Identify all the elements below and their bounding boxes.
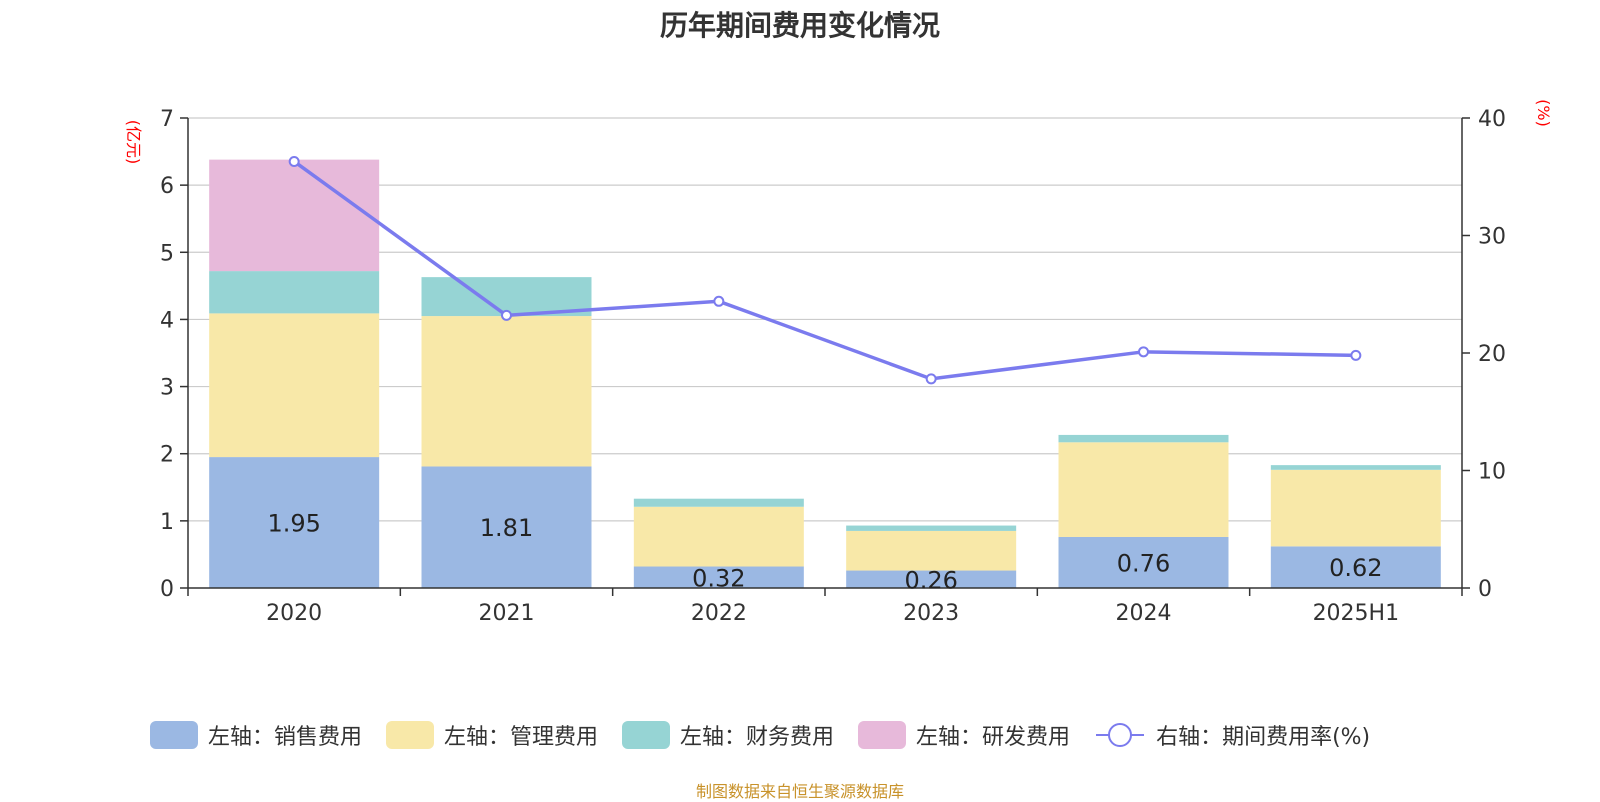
legend-label-finance: 左轴：财务费用 bbox=[680, 725, 835, 750]
legend-label-rd: 左轴：研发费用 bbox=[916, 725, 1071, 750]
rate-line-path bbox=[293, 160, 1356, 381]
right-axis-unit-label: (%) bbox=[1534, 99, 1553, 127]
right-tick-label-0: 0 bbox=[1478, 577, 1492, 602]
data-labels: 1.95 1.81 0.32 0.26 0.76 0.62 bbox=[267, 510, 1382, 595]
legend-swatch-rd bbox=[858, 721, 907, 749]
left-tick-label-3: 3 bbox=[160, 376, 174, 401]
x-tick-label-2021: 2021 bbox=[479, 601, 535, 626]
legend-swatch-admin bbox=[386, 721, 435, 749]
data-label-2022: 0.32 bbox=[692, 564, 745, 592]
left-tick-label-2: 2 bbox=[160, 443, 174, 468]
x-tick-label-2020: 2020 bbox=[266, 601, 322, 626]
right-tick-label-3: 30 bbox=[1478, 225, 1506, 250]
bar-2025H1-s2 bbox=[1270, 465, 1441, 470]
data-label-2021: 1.81 bbox=[480, 514, 533, 542]
legend-item-admin[interactable]: 左轴：管理费用 bbox=[386, 719, 598, 751]
data-label-2020: 1.95 bbox=[267, 510, 320, 538]
left-tick-label-5: 5 bbox=[160, 241, 174, 266]
data-label-2024: 0.76 bbox=[1117, 549, 1170, 577]
bar-2024-s2 bbox=[1058, 434, 1229, 443]
rate-line bbox=[288, 155, 1362, 385]
right-tick-label-4: 40 bbox=[1478, 107, 1506, 132]
bar-2024-s0 bbox=[1058, 536, 1229, 588]
x-tick-label-2025H1: 2025H1 bbox=[1313, 601, 1400, 626]
bar-2020-s3 bbox=[209, 159, 380, 272]
left-tick-label-1: 1 bbox=[160, 510, 174, 535]
bar-2021-s2 bbox=[421, 277, 592, 317]
bars bbox=[209, 159, 1441, 588]
rate-point-2021 bbox=[501, 309, 512, 321]
right-tick-label-2: 20 bbox=[1478, 342, 1506, 367]
bar-2020-s0 bbox=[209, 457, 380, 588]
data-label-2023: 0.26 bbox=[904, 566, 957, 594]
legend-label-admin: 左轴：管理费用 bbox=[444, 725, 599, 750]
left-tick-label-7: 7 bbox=[160, 107, 174, 132]
bar-2022-s0 bbox=[633, 566, 804, 588]
legend-item-rd[interactable]: 左轴：研发费用 bbox=[858, 719, 1070, 751]
bar-2023-s0 bbox=[846, 570, 1017, 588]
bar-2022-s1 bbox=[633, 506, 804, 567]
bar-2023-s1 bbox=[846, 530, 1017, 571]
rate-point-2020 bbox=[288, 155, 300, 167]
bar-2025H1-s1 bbox=[1270, 469, 1441, 547]
grid-lines bbox=[188, 117, 1462, 522]
bar-2024-s1 bbox=[1058, 442, 1229, 537]
chart-title: 历年期间费用变化情况 bbox=[659, 9, 940, 42]
bar-2025H1-s0 bbox=[1270, 546, 1441, 588]
left-tick-label-4: 4 bbox=[160, 308, 174, 333]
left-tick-label-0: 0 bbox=[160, 577, 174, 602]
rate-point-2022 bbox=[713, 295, 725, 307]
legend-item-rate[interactable]: 右轴：期间费用率(%) bbox=[1094, 719, 1370, 751]
legend-line-marker-icon bbox=[1096, 723, 1145, 747]
rate-point-2024 bbox=[1138, 346, 1149, 358]
legend-swatch-sales bbox=[150, 721, 198, 749]
legend-item-finance[interactable]: 左轴：财务费用 bbox=[622, 719, 834, 751]
axes: 0 1 2 3 4 5 6 7 0 10 20 30 40 2020 2021 2022 2023 2024 202… bbox=[124, 99, 1553, 626]
bar-2021-s0 bbox=[421, 466, 592, 588]
x-tick-label-2024: 2024 bbox=[1116, 601, 1172, 626]
x-tick-label-2022: 2022 bbox=[691, 601, 747, 626]
source-note: 制图数据来自恒生聚源数据库 bbox=[695, 782, 904, 801]
bar-2020-s1 bbox=[209, 313, 380, 458]
legend-label-rate: 右轴：期间费用率(%) bbox=[1156, 725, 1371, 750]
x-tick-label-2023: 2023 bbox=[903, 601, 959, 626]
bar-2020-s2 bbox=[209, 271, 380, 314]
legend-item-sales[interactable]: 左轴：销售费用 bbox=[150, 719, 362, 751]
left-tick-label-6: 6 bbox=[160, 174, 174, 199]
left-axis-unit-label: (亿元) bbox=[124, 120, 143, 165]
legend: 左轴：销售费用 左轴：管理费用 左轴：财务费用 左轴：研发费用 右轴：期间费用率… bbox=[150, 720, 1394, 750]
rate-point-2025H1 bbox=[1350, 349, 1362, 361]
bar-2021-s1 bbox=[421, 316, 592, 467]
data-label-2025H1: 0.62 bbox=[1329, 554, 1382, 582]
rate-point-2023 bbox=[925, 373, 937, 385]
legend-swatch-finance bbox=[622, 721, 671, 749]
bar-2023-s2 bbox=[846, 525, 1017, 531]
legend-label-sales: 左轴：销售费用 bbox=[208, 725, 363, 750]
right-tick-label-1: 10 bbox=[1478, 460, 1506, 485]
bar-2022-s2 bbox=[633, 498, 804, 507]
